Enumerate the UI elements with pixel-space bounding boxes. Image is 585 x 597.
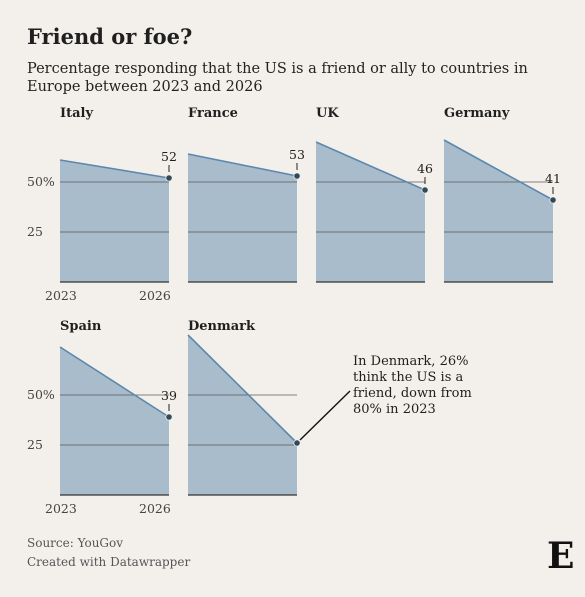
end-point-denmark	[293, 439, 301, 447]
end-point-france	[293, 172, 301, 180]
x-tick-label-end-row1: 2026	[139, 288, 171, 303]
denmark-annotation: In Denmark, 26% think the US is a friend…	[353, 354, 472, 417]
panel-title-france: France	[188, 106, 238, 121]
chart-title: Friend or foe?	[27, 24, 193, 49]
annotation-connector	[299, 390, 351, 441]
end-point-spain	[165, 413, 173, 421]
value-label-germany: 41	[545, 171, 561, 186]
y-tick-label-50-row2: 50%	[27, 387, 55, 402]
line-france	[187, 153, 298, 177]
end-point-germany	[549, 196, 557, 204]
area-denmark	[188, 335, 297, 495]
line-spain	[59, 346, 170, 418]
value-label-spain: 39	[161, 388, 177, 403]
value-label-uk: 46	[417, 161, 433, 176]
y-tick-label-25-row1: 25	[27, 224, 43, 239]
chart-subtitle: Percentage responding that the US is a f…	[27, 61, 528, 95]
credit-note: Created with Datawrapper	[27, 555, 191, 569]
x-tick-label-start-row1: 2023	[45, 288, 77, 303]
area-italy	[60, 160, 169, 282]
panel-title-spain: Spain	[60, 319, 102, 334]
line-denmark	[187, 334, 298, 444]
area-france	[188, 154, 297, 282]
y-tick-label-50-row1: 50%	[27, 174, 55, 189]
panel-title-uk: UK	[316, 106, 339, 121]
value-label-italy: 52	[161, 149, 177, 164]
end-point-italy	[165, 174, 173, 182]
end-point-uk	[421, 186, 429, 194]
panel-title-denmark: Denmark	[188, 319, 256, 334]
area-uk	[316, 142, 425, 282]
panel-title-germany: Germany	[444, 106, 510, 121]
area-spain	[60, 347, 169, 495]
panel-title-italy: Italy	[60, 106, 93, 121]
y-tick-label-25-row2: 25	[27, 437, 43, 452]
x-tick-label-end-row2: 2026	[139, 501, 171, 516]
value-label-france: 53	[289, 147, 305, 162]
publisher-logo: E	[547, 535, 575, 577]
x-tick-label-start-row2: 2023	[45, 501, 77, 516]
area-germany	[444, 140, 553, 282]
line-germany	[443, 139, 554, 201]
line-italy	[59, 159, 170, 179]
line-uk	[315, 141, 426, 191]
source-note: Source: YouGov	[27, 536, 124, 550]
